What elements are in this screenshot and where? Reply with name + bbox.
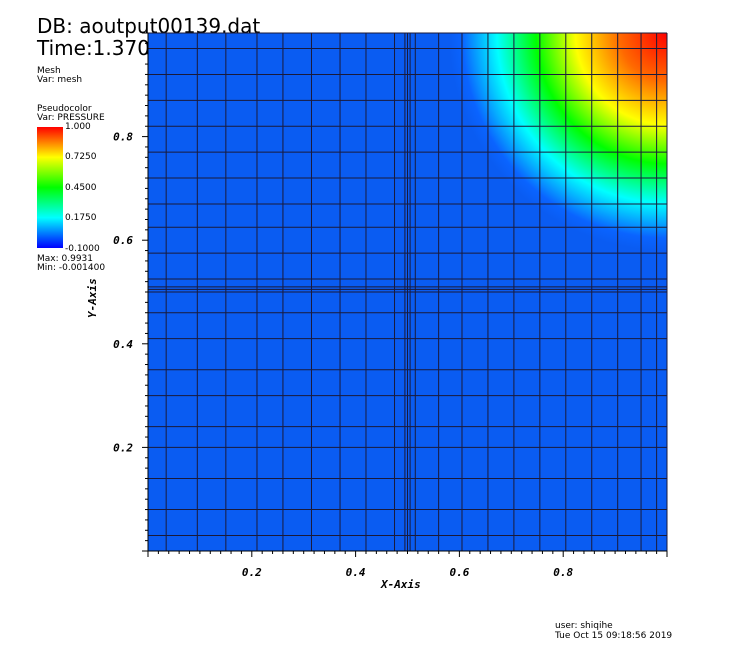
y-tick-label: 0.2 xyxy=(113,441,133,454)
timestamp-label: Tue Oct 15 09:18:56 2019 xyxy=(555,631,673,641)
max-value-label: Max: 0.9931 xyxy=(37,254,93,264)
colorbar xyxy=(37,127,63,248)
user-label: user: shiqihe xyxy=(555,621,613,631)
y-tick-label: 0.4 xyxy=(113,338,133,351)
colorbar-tick-label: 0.1750 xyxy=(65,213,97,223)
colorbar-tick-label: 1.000 xyxy=(65,122,91,132)
database-title: DB: aoutput00139.dat xyxy=(37,14,261,38)
mesh-legend-title: Mesh xyxy=(37,66,61,76)
colorbar-tick-label: 0.4500 xyxy=(65,183,97,193)
pseudocolor-legend-var: Var: PRESSURE xyxy=(37,113,105,123)
colorbar-tick-label: 0.7250 xyxy=(65,152,97,162)
mesh-legend-var: Var: mesh xyxy=(37,75,83,85)
pseudocolor-legend-title: Pseudocolor xyxy=(37,104,92,114)
x-tick-label: 0.6 xyxy=(449,566,469,579)
colorbar-tick-label: -0.1000 xyxy=(65,244,100,254)
y-tick-label: 0.8 xyxy=(113,131,133,144)
y-tick-label: 0.6 xyxy=(113,234,133,247)
x-tick-label: 0.2 xyxy=(242,566,262,579)
x-axis-title: X-Axis xyxy=(381,578,421,591)
y-axis-title: Y-Axis xyxy=(86,278,99,318)
min-value-label: Min: -0.001400 xyxy=(37,263,106,273)
x-tick-label: 0.8 xyxy=(553,566,573,579)
time-title: Time:1.3702 xyxy=(37,36,163,60)
x-tick-label: 0.4 xyxy=(346,566,366,579)
